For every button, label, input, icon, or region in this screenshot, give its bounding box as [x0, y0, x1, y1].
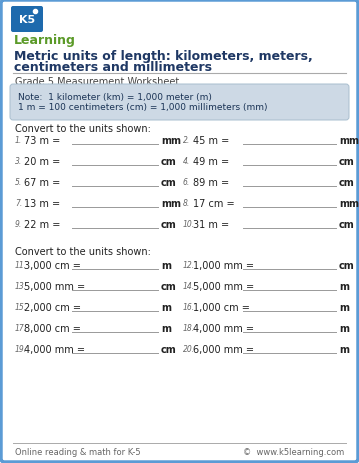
Text: 5,000 mm =: 5,000 mm =: [193, 282, 254, 291]
Text: mm: mm: [339, 199, 359, 208]
Text: 89 m =: 89 m =: [193, 178, 229, 188]
Text: 13 m =: 13 m =: [24, 199, 60, 208]
Text: 13.: 13.: [15, 282, 27, 290]
Text: 31 m =: 31 m =: [193, 219, 229, 230]
Text: 16.: 16.: [183, 302, 195, 311]
Text: Convert to the units shown:: Convert to the units shown:: [15, 246, 151, 257]
Text: 8,000 cm =: 8,000 cm =: [24, 323, 81, 333]
Text: 20 m =: 20 m =: [24, 156, 60, 167]
Text: 73 m =: 73 m =: [24, 136, 60, 146]
Text: 45 m =: 45 m =: [193, 136, 229, 146]
Text: cm: cm: [339, 178, 355, 188]
Text: 15.: 15.: [15, 302, 27, 311]
Text: cm: cm: [161, 156, 177, 167]
Text: 1,000 mm =: 1,000 mm =: [193, 260, 254, 270]
Text: cm: cm: [339, 260, 355, 270]
Text: m: m: [161, 323, 171, 333]
Text: m: m: [339, 282, 349, 291]
Text: 14.: 14.: [183, 282, 195, 290]
Text: 5,000 mm =: 5,000 mm =: [24, 282, 85, 291]
Text: 1.: 1.: [15, 136, 22, 144]
Text: Learning: Learning: [14, 34, 76, 47]
Text: 12.: 12.: [183, 260, 195, 269]
Text: 22 m =: 22 m =: [24, 219, 60, 230]
Text: m: m: [339, 323, 349, 333]
Text: m: m: [339, 344, 349, 354]
FancyBboxPatch shape: [10, 85, 349, 121]
Text: 4,000 mm =: 4,000 mm =: [193, 323, 254, 333]
Text: m: m: [161, 302, 171, 313]
Text: 3,000 cm =: 3,000 cm =: [24, 260, 81, 270]
Text: 4.: 4.: [183, 156, 190, 166]
Text: 2,000 cm =: 2,000 cm =: [24, 302, 81, 313]
Text: 1,000 cm =: 1,000 cm =: [193, 302, 250, 313]
Text: Grade 5 Measurement Worksheet: Grade 5 Measurement Worksheet: [15, 77, 179, 87]
Text: cm: cm: [339, 156, 355, 167]
Text: mm: mm: [161, 199, 181, 208]
Text: cm: cm: [161, 219, 177, 230]
Text: 49 m =: 49 m =: [193, 156, 229, 167]
Text: 2.: 2.: [183, 136, 190, 144]
Text: m: m: [161, 260, 171, 270]
Text: cm: cm: [161, 344, 177, 354]
Text: Note:  1 kilometer (km) = 1,000 meter (m): Note: 1 kilometer (km) = 1,000 meter (m): [18, 93, 212, 102]
Text: cm: cm: [161, 282, 177, 291]
Text: 5.: 5.: [15, 178, 22, 187]
Text: 67 m =: 67 m =: [24, 178, 60, 188]
Text: Metric units of length: kilometers, meters,: Metric units of length: kilometers, mete…: [14, 50, 313, 63]
Text: mm: mm: [339, 136, 359, 146]
Text: Convert to the units shown:: Convert to the units shown:: [15, 124, 151, 134]
Text: cm: cm: [161, 178, 177, 188]
Text: 8.: 8.: [183, 199, 190, 207]
Text: K5: K5: [19, 15, 35, 25]
Text: 17.: 17.: [15, 323, 27, 332]
Text: 19.: 19.: [15, 344, 27, 353]
Text: cm: cm: [339, 219, 355, 230]
Text: m: m: [339, 302, 349, 313]
Text: 18.: 18.: [183, 323, 195, 332]
Text: 11.: 11.: [15, 260, 27, 269]
Text: Online reading & math for K-5: Online reading & math for K-5: [15, 447, 141, 456]
Text: 10.: 10.: [183, 219, 195, 229]
Text: ©  www.k5learning.com: © www.k5learning.com: [243, 447, 344, 456]
Text: 1 m = 100 centimeters (cm) = 1,000 millimeters (mm): 1 m = 100 centimeters (cm) = 1,000 milli…: [18, 103, 267, 112]
Text: 17 cm =: 17 cm =: [193, 199, 235, 208]
Text: 6.: 6.: [183, 178, 190, 187]
Text: mm: mm: [161, 136, 181, 146]
Text: 7.: 7.: [15, 199, 22, 207]
Text: 9.: 9.: [15, 219, 22, 229]
Text: 6,000 mm =: 6,000 mm =: [193, 344, 254, 354]
Text: 3.: 3.: [15, 156, 22, 166]
Text: 20.: 20.: [183, 344, 195, 353]
Text: centimeters and millimeters: centimeters and millimeters: [14, 61, 212, 74]
Text: 4,000 mm =: 4,000 mm =: [24, 344, 85, 354]
FancyBboxPatch shape: [11, 7, 43, 33]
